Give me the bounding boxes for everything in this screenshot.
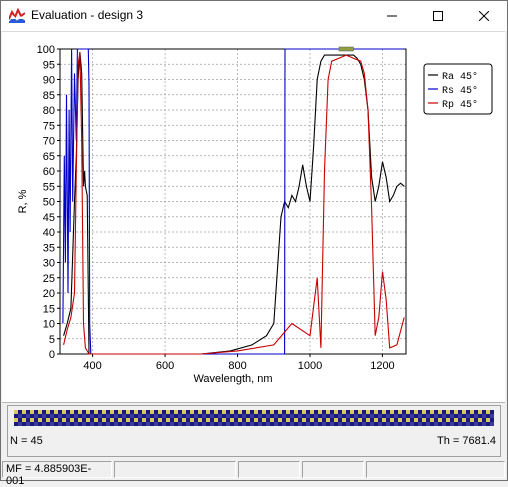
y-tick-label: 55 [43,181,55,193]
y-tick-label: 15 [43,303,55,315]
x-tick-label: 600 [156,360,174,372]
minimize-button[interactable] [369,1,415,31]
layer-count-label: N = 45 [10,435,43,447]
app-icon [9,8,25,24]
x-tick-label: 1200 [370,360,394,372]
y-tick-label: 95 [43,59,55,71]
y-tick-label: 60 [43,166,55,178]
merit-function-field: MF = 4.885903E-001 [2,461,112,478]
layer-structure-bar[interactable] [14,410,494,426]
status-pane-5 [366,461,505,478]
y-tick-label: 20 [43,288,55,300]
y-tick-label: 70 [43,136,55,148]
maximize-icon [433,11,443,21]
x-tick-label: 800 [228,360,246,372]
maximize-button[interactable] [415,1,461,31]
window-title: Evaluation - design 3 [31,8,143,22]
close-icon [479,11,489,21]
y-tick-label: 35 [43,242,55,254]
status-bar: MF = 4.885903E-001 [1,459,507,480]
chart-area: 0 5 10 15 20 25 30 35 40 45 50 55 60 65 70 75 80 85 90 95 10… [2,31,505,403]
design-panel: N = 45 Th = 7681.4 [7,405,501,457]
y-tick-label: 5 [49,334,55,346]
y-tick-label: 65 [43,151,55,163]
y-tick-label: 45 [43,212,55,224]
thickness-label: Th = 7681.4 [437,435,496,447]
title-bar[interactable]: Evaluation - design 3 [1,1,507,31]
y-tick-label: 40 [43,227,55,239]
y-tick-label: 90 [43,75,55,87]
x-tick-label: 400 [83,360,101,372]
close-button[interactable] [461,1,507,31]
series-line-3 [64,52,405,354]
status-pane-2 [114,461,236,478]
y-tick-label: 80 [43,105,55,117]
minimize-icon [387,11,397,21]
series-line-1 [64,52,405,354]
legend-entry-3: Rp 45° [442,99,478,111]
reflectance-chart: 0 5 10 15 20 25 30 35 40 45 50 55 60 65 70 75 80 85 90 95 10… [2,32,505,402]
y-tick-label: 85 [43,90,55,102]
y-tick-label: 50 [43,197,55,209]
legend-entry-2: Rs 45° [442,85,478,97]
y-tick-label: 30 [43,258,55,270]
y-tick-label: 100 [37,44,55,56]
x-axis-label: Wavelength, nm [193,373,272,385]
legend-entry-1: Ra 45° [442,71,478,83]
y-tick-label: 75 [43,120,55,132]
y-tick-label: 10 [43,319,55,331]
status-pane-3 [238,461,300,478]
y-tick-label: 0 [49,349,55,361]
y-axis-label: R, % [17,189,29,213]
status-pane-4 [302,461,364,478]
x-tick-label: 1000 [298,360,322,372]
merit-function-value: MF = 4.885903E-001 [6,463,91,487]
y-tick-label: 25 [43,273,55,285]
target-marker [339,47,353,51]
